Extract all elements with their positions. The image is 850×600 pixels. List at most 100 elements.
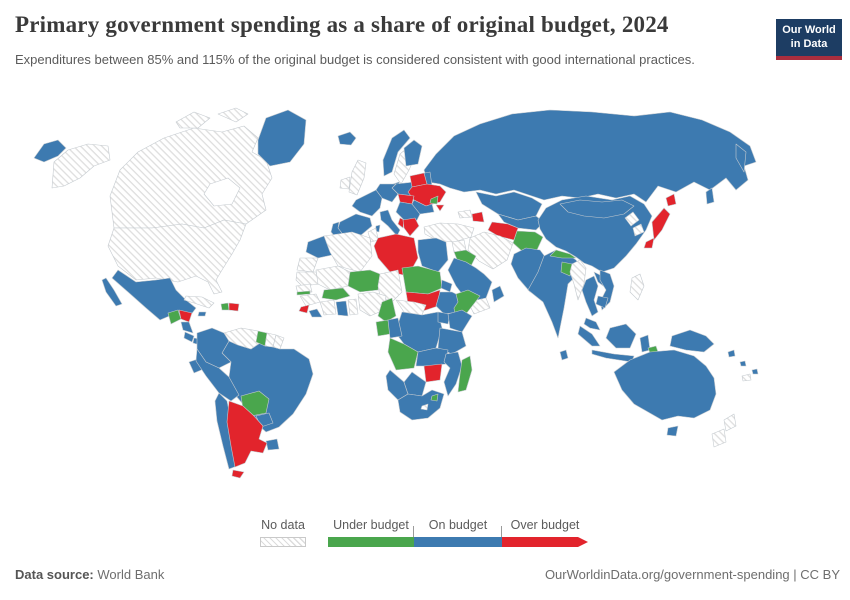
country-lesotho[interactable]: [420, 403, 429, 411]
country-italy[interactable]: [379, 209, 401, 237]
country-jamaica[interactable]: [197, 311, 207, 317]
country-niger[interactable]: [347, 269, 381, 293]
country-australia[interactable]: [613, 349, 717, 421]
country-gambia[interactable]: [296, 290, 311, 296]
country-russia-chukotka[interactable]: [33, 139, 67, 163]
country-north-korea[interactable]: [624, 211, 640, 227]
country-azerbaijan[interactable]: [471, 211, 485, 223]
country-canada-island-2[interactable]: [217, 107, 249, 123]
country-togo-benin[interactable]: [347, 298, 359, 316]
country-bangladesh[interactable]: [560, 261, 573, 277]
country-united-states[interactable]: [107, 219, 247, 295]
country-japan-kyushu[interactable]: [643, 237, 655, 249]
country-united-kingdom[interactable]: [348, 159, 367, 196]
country-angola[interactable]: [387, 337, 419, 371]
country-uruguay[interactable]: [265, 438, 280, 451]
country-cote-divoire[interactable]: [319, 299, 337, 316]
country-south-korea[interactable]: [632, 223, 645, 237]
country-ireland[interactable]: [339, 176, 351, 190]
country-eswatini[interactable]: [430, 393, 439, 402]
country-fiji[interactable]: [751, 368, 759, 375]
country-french-guiana[interactable]: [272, 334, 285, 350]
country-nepal[interactable]: [549, 249, 577, 259]
country-saudi-arabia[interactable]: [447, 257, 493, 303]
country-papua-new-guinea[interactable]: [669, 329, 715, 353]
country-egypt[interactable]: [417, 237, 449, 273]
country-peru[interactable]: [195, 348, 240, 402]
country-sierra-leone[interactable]: [298, 304, 310, 314]
country-congo[interactable]: [387, 317, 403, 339]
country-iceland[interactable]: [337, 131, 357, 146]
country-argentina-tdf[interactable]: [231, 469, 245, 479]
world-map-countries: [33, 107, 759, 479]
country-mongolia[interactable]: [559, 199, 635, 219]
country-greenland[interactable]: [257, 109, 307, 167]
country-australia-tasmania[interactable]: [666, 425, 679, 437]
credit-link[interactable]: OurWorldinData.org/government-spending |…: [544, 567, 840, 582]
legend-under-budget-swatch[interactable]: [328, 537, 414, 547]
world-map: [0, 100, 850, 510]
country-algeria[interactable]: [323, 231, 373, 273]
country-costa-rica[interactable]: [183, 331, 195, 343]
country-gabon[interactable]: [375, 319, 391, 337]
country-china[interactable]: [537, 195, 653, 273]
country-new-zealand-south[interactable]: [711, 428, 727, 448]
country-moldova[interactable]: [429, 195, 439, 205]
country-uganda[interactable]: [437, 311, 451, 325]
country-japan-hokkaido[interactable]: [665, 193, 677, 207]
country-dominican-republic[interactable]: [228, 302, 240, 312]
country-finland[interactable]: [403, 139, 423, 167]
country-vanuatu[interactable]: [739, 360, 747, 367]
country-liberia[interactable]: [308, 308, 323, 318]
country-france[interactable]: [351, 189, 383, 217]
country-albania[interactable]: [397, 217, 405, 229]
country-russia-kamchatka[interactable]: [735, 143, 747, 173]
country-kazakhstan[interactable]: [475, 191, 543, 221]
country-greece[interactable]: [402, 217, 420, 237]
country-haiti[interactable]: [220, 302, 230, 311]
country-nicaragua[interactable]: [180, 321, 194, 334]
country-new-caledonia[interactable]: [741, 373, 752, 382]
country-romania[interactable]: [411, 199, 435, 215]
country-thailand[interactable]: [581, 275, 599, 317]
country-zimbabwe[interactable]: [423, 363, 443, 383]
country-georgia[interactable]: [457, 209, 473, 219]
country-turkey[interactable]: [423, 222, 475, 243]
country-indonesia-sumatra[interactable]: [577, 325, 601, 347]
country-cambodia[interactable]: [595, 295, 609, 309]
country-united-states-alaska[interactable]: [51, 143, 111, 189]
country-mexico-baja[interactable]: [101, 277, 123, 307]
country-cuba[interactable]: [183, 295, 215, 309]
country-cameroon[interactable]: [377, 297, 397, 323]
country-mozambique[interactable]: [443, 351, 463, 397]
country-russia[interactable]: [423, 109, 757, 203]
country-mexico[interactable]: [111, 269, 197, 321]
legend-on-budget-swatch[interactable]: [414, 537, 502, 547]
data-source-value: World Bank: [97, 567, 165, 582]
country-argentina[interactable]: [226, 400, 268, 468]
country-tanzania[interactable]: [437, 327, 467, 355]
owid-logo[interactable]: Our World in Data: [776, 19, 842, 60]
country-ghana[interactable]: [335, 300, 349, 317]
country-ukraine-crimea[interactable]: [435, 204, 445, 212]
country-philippines[interactable]: [629, 273, 645, 301]
country-norway[interactable]: [382, 129, 411, 177]
country-mauritania[interactable]: [295, 271, 321, 287]
country-burkina-faso[interactable]: [321, 287, 351, 301]
country-malaysia[interactable]: [583, 317, 601, 331]
country-indonesia-borneo[interactable]: [605, 323, 637, 349]
legend-tick-2: [501, 526, 502, 537]
country-canada-island-1[interactable]: [175, 111, 211, 129]
country-oman[interactable]: [491, 285, 505, 303]
country-new-zealand-north[interactable]: [723, 413, 737, 432]
country-madagascar[interactable]: [457, 355, 473, 393]
country-kenya[interactable]: [447, 309, 473, 333]
country-japan-honshu[interactable]: [651, 207, 671, 241]
country-myanmar[interactable]: [569, 259, 587, 301]
country-solomon-islands[interactable]: [727, 349, 736, 358]
country-venezuela[interactable]: [223, 327, 264, 350]
country-russia-sakhalin[interactable]: [705, 187, 715, 205]
country-sri-lanka[interactable]: [559, 349, 569, 361]
legend-over-budget-swatch[interactable]: [502, 537, 578, 547]
country-central-african-republic[interactable]: [395, 299, 427, 316]
